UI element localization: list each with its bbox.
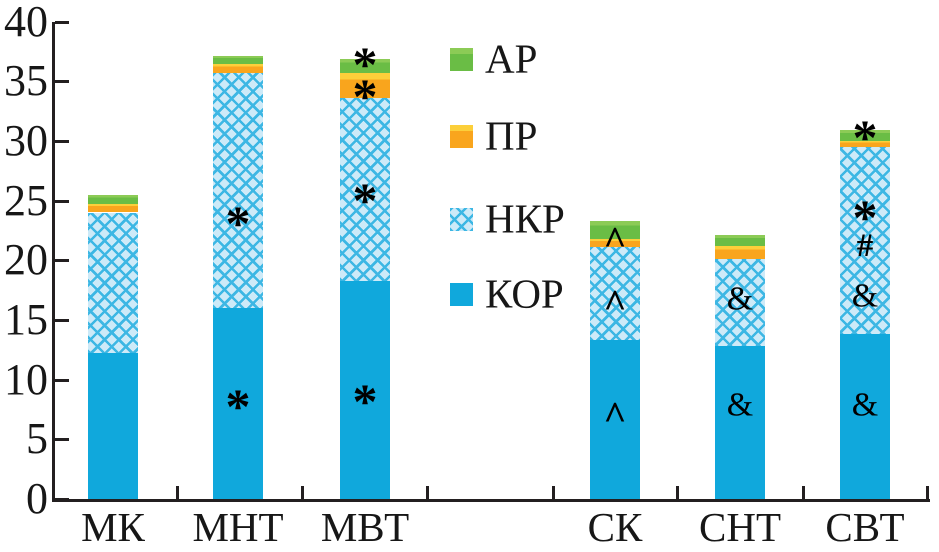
significance-marker: *	[352, 372, 378, 429]
y-tick-label: 15	[4, 294, 48, 344]
x-tick	[552, 486, 555, 499]
bar-segment-КОР	[715, 346, 765, 499]
significance-marker: #	[856, 227, 874, 264]
significance-marker: *	[352, 68, 378, 125]
y-tick-label: 35	[4, 56, 48, 106]
x-category-label: СВТ	[825, 504, 905, 550]
y-tick	[55, 139, 69, 143]
x-category-label: МНТ	[192, 504, 284, 550]
y-tick-label: 10	[4, 354, 48, 404]
legend-label: КОР	[485, 270, 564, 317]
legend-label: АР	[485, 35, 538, 82]
bar-segment-ПР	[715, 245, 765, 260]
legend-label: ПР	[485, 112, 538, 159]
bar-segment-НКР	[840, 146, 890, 335]
significance-marker: *	[225, 377, 251, 434]
y-tick-label: 0	[26, 474, 48, 523]
bar-segment-КОР	[840, 334, 890, 499]
legend-swatch-ПР	[450, 124, 473, 148]
significance-marker: *	[225, 194, 251, 251]
bar-segment-ПР	[88, 204, 138, 213]
y-tick	[55, 498, 69, 501]
x-tick	[301, 486, 304, 499]
bar-segment-КОР	[88, 353, 138, 499]
y-tick-label: 5	[26, 414, 48, 464]
significance-marker: ^	[603, 392, 627, 438]
legend-swatch-НКР	[450, 207, 473, 231]
bar-segment-АР	[340, 58, 390, 73]
y-tick-label: 25	[4, 175, 48, 225]
x-category-label: СНТ	[699, 504, 781, 550]
y-tick	[55, 259, 69, 263]
legend-swatch-КОР	[450, 282, 473, 306]
bar-segment-АР	[590, 220, 640, 239]
y-tick	[55, 80, 69, 84]
bar-segment-ПР	[340, 72, 390, 98]
bar-segment-АР	[840, 130, 890, 141]
legend-swatch-АР	[450, 47, 473, 71]
x-category-label: СК	[587, 504, 643, 550]
y-tick	[55, 199, 69, 203]
x-category-label: МВТ	[320, 504, 410, 550]
significance-marker: ^	[603, 281, 627, 327]
y-tick	[55, 438, 69, 442]
x-category-label: МК	[81, 504, 145, 550]
y-axis	[52, 21, 55, 502]
y-tick	[55, 378, 69, 382]
y-tick-label: 20	[4, 235, 48, 285]
y-tick-label: 30	[4, 115, 48, 165]
significance-marker: *	[352, 172, 378, 229]
x-tick	[426, 486, 429, 499]
bar-segment-АР	[715, 235, 765, 246]
y-tick-label: 40	[4, 0, 48, 46]
bar-segment-АР	[88, 194, 138, 205]
y-tick	[55, 20, 69, 24]
legend-label: НКР	[485, 195, 565, 242]
bar-segment-ПР	[840, 140, 890, 147]
significance-marker: &	[726, 385, 754, 423]
bar-segment-ПР	[590, 238, 640, 248]
x-tick	[176, 486, 179, 499]
bar-segment-КОР	[340, 280, 390, 499]
x-tick	[802, 486, 805, 499]
bar-segment-НКР	[340, 97, 390, 281]
significance-marker: *	[852, 188, 878, 245]
x-tick	[926, 486, 929, 499]
significance-marker: ^	[603, 218, 627, 264]
significance-marker: &	[726, 280, 754, 318]
significance-marker: *	[852, 108, 878, 165]
bar-segment-АР	[213, 56, 263, 65]
y-tick	[55, 318, 69, 322]
x-axis	[52, 499, 930, 502]
x-tick	[676, 486, 679, 499]
bar-segment-НКР	[715, 259, 765, 347]
bar-segment-КОР	[213, 308, 263, 499]
bar-segment-НКР	[213, 72, 263, 308]
significance-marker: *	[352, 36, 378, 93]
significance-marker: &	[851, 385, 879, 423]
bar-segment-НКР	[590, 247, 640, 341]
bar-segment-КОР	[590, 340, 640, 499]
bar-segment-НКР	[88, 212, 138, 354]
bar-segment-ПР	[213, 64, 263, 73]
significance-marker: &	[851, 277, 879, 315]
